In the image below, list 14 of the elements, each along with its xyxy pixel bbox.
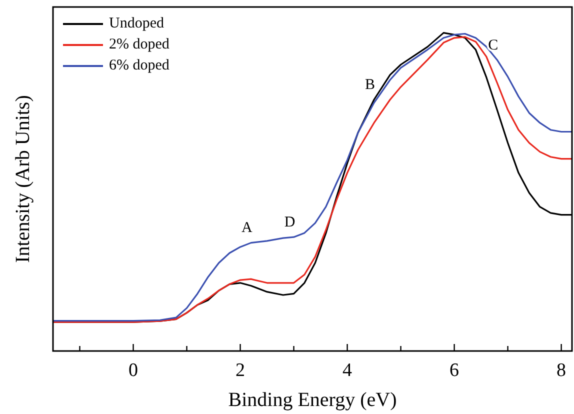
legend-label: 6% doped (109, 57, 170, 74)
x-tick-label: 4 (342, 360, 353, 381)
x-tick-label: 6 (450, 360, 460, 381)
x-axis-title: Binding Energy (eV) (228, 389, 397, 411)
annotation: B (365, 77, 376, 94)
annotation: D (284, 214, 296, 231)
x-tick-label: 0 (128, 360, 138, 381)
x-tick-label: 8 (556, 360, 566, 381)
annotation: C (488, 37, 498, 54)
legend-label: 2% doped (109, 36, 170, 52)
annotation: A (242, 220, 253, 236)
x-tick-label: 2 (236, 360, 246, 381)
legend-label: Undoped (109, 15, 164, 32)
y-axis-title: Intensity (Arb Units) (12, 95, 34, 263)
